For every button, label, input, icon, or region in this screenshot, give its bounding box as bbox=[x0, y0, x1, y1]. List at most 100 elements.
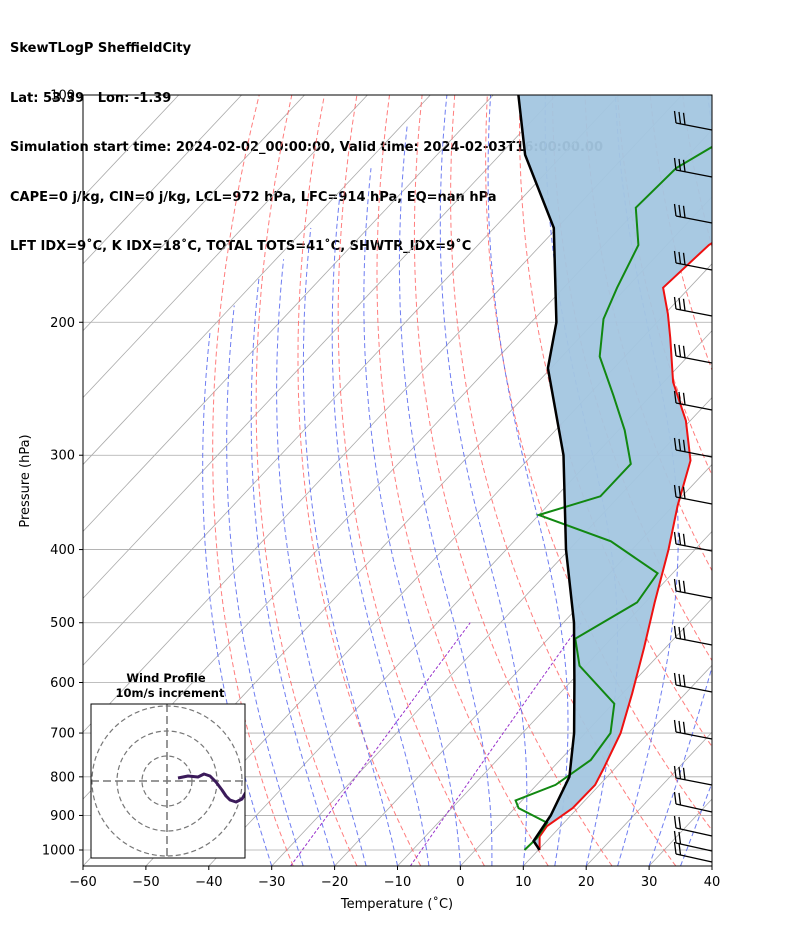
barb-flag bbox=[673, 484, 677, 498]
barb-flag bbox=[678, 485, 682, 498]
barb-flag bbox=[682, 674, 686, 687]
axis-ticks: −60 −50 −40 −30 −20 −10 0 10 20 30 40 100 200 300 400 5… bbox=[42, 89, 720, 891]
isotherm-line bbox=[83, 95, 557, 599]
barb-flag bbox=[678, 720, 682, 733]
barb-flag bbox=[673, 719, 677, 733]
mixing-ratio-line bbox=[290, 622, 471, 866]
barb-flag bbox=[678, 297, 682, 310]
dry-adiabat-line bbox=[376, 95, 549, 866]
barb-staff bbox=[675, 262, 713, 271]
barb-flag bbox=[678, 579, 682, 592]
moist-adiabat-line bbox=[250, 278, 336, 866]
barb-flag bbox=[673, 791, 677, 805]
barb-flag bbox=[678, 816, 682, 829]
isotherm-line bbox=[711, 865, 712, 866]
barb-flag bbox=[678, 111, 682, 124]
isotherm-line bbox=[397, 530, 712, 866]
wind-barb bbox=[673, 765, 713, 786]
inset-subtitle: 10m/s increment bbox=[116, 686, 225, 700]
isotherm-line bbox=[334, 463, 712, 866]
isotherm-line bbox=[83, 95, 620, 666]
wind-barb bbox=[673, 157, 713, 178]
moist-adiabat-line bbox=[276, 259, 367, 866]
y-tick-label: 700 bbox=[50, 727, 75, 742]
x-tick-label: −60 bbox=[69, 875, 96, 890]
barb-staff bbox=[675, 122, 713, 131]
wind-barb bbox=[673, 203, 713, 224]
wind-barb bbox=[673, 484, 713, 505]
barb-staff bbox=[675, 169, 713, 178]
wind-barb bbox=[673, 437, 713, 458]
wind-barb bbox=[673, 719, 713, 740]
wind-barbs bbox=[673, 110, 713, 863]
x-tick-label: −10 bbox=[384, 875, 411, 890]
barb-flag bbox=[673, 437, 677, 451]
index-parameters: LFT IDX=9˚C, K IDX=18˚C, TOTAL TOTS=41˚C… bbox=[10, 239, 472, 254]
isotherm-line bbox=[83, 95, 431, 466]
wind-barb bbox=[673, 296, 713, 317]
dry-adiabat-line bbox=[212, 95, 294, 866]
barb-flag bbox=[673, 203, 677, 217]
barb-flag bbox=[673, 343, 677, 357]
wind-barb bbox=[673, 791, 713, 813]
barb-flag bbox=[682, 392, 686, 405]
barb-flag bbox=[682, 345, 686, 358]
barb-flag bbox=[682, 159, 686, 172]
barb-staff bbox=[675, 842, 713, 852]
barb-staff bbox=[675, 827, 713, 837]
wind-profile-inset: Wind Profile 10m/s increment bbox=[90, 671, 246, 859]
barb-flag bbox=[682, 627, 686, 640]
y-tick-label: 600 bbox=[50, 676, 75, 691]
inset-title: Wind Profile bbox=[126, 671, 206, 685]
station-title: SkewTLogP SheffieldCity bbox=[10, 41, 192, 56]
station-coordinates: Lat: 53.39 Lon: -1.39 bbox=[10, 90, 172, 106]
x-tick-label: −20 bbox=[321, 875, 348, 890]
isotherm-line bbox=[145, 263, 712, 866]
wind-barb bbox=[673, 672, 713, 693]
background-lines bbox=[83, 95, 794, 866]
barb-flag bbox=[682, 721, 686, 734]
barb-staff bbox=[675, 543, 713, 552]
mixing-ratio-line bbox=[409, 622, 582, 866]
profile-lines bbox=[514, 95, 712, 851]
barb-flag bbox=[673, 672, 677, 686]
x-tick-label: −50 bbox=[132, 875, 159, 890]
y-tick-label: 100 bbox=[50, 89, 75, 104]
y-axis-label: Pressure (hPa) bbox=[18, 434, 33, 527]
dry-adiabat-line bbox=[450, 95, 677, 866]
hodograph-trace bbox=[177, 772, 245, 804]
isotherm-line bbox=[83, 95, 242, 265]
barb-flag bbox=[678, 766, 682, 779]
x-tick-label: −30 bbox=[258, 875, 285, 890]
barb-staff bbox=[675, 731, 713, 740]
barb-flag bbox=[673, 296, 677, 310]
barb-flag bbox=[682, 580, 686, 593]
x-tick-label: 30 bbox=[641, 875, 658, 890]
stability-parameters: CAPE=0 j/kg, CIN=0 j/kg, LCL=972 hPa, LF… bbox=[10, 189, 497, 205]
cin-shaded-area bbox=[518, 95, 712, 850]
barb-flag bbox=[673, 250, 677, 264]
x-tick-label: 20 bbox=[578, 875, 595, 890]
wind-barb bbox=[673, 343, 713, 364]
dry-adiabat-line bbox=[337, 95, 485, 866]
dry-adiabat-line bbox=[781, 95, 794, 866]
isotherm-line bbox=[83, 95, 305, 332]
wind-barb bbox=[673, 578, 713, 599]
barb-flag bbox=[682, 112, 686, 125]
parcel-profile-line bbox=[517, 95, 576, 851]
barb-staff bbox=[675, 308, 713, 317]
barb-flag bbox=[678, 842, 682, 855]
barb-staff bbox=[675, 215, 713, 224]
barb-flag bbox=[673, 531, 677, 545]
moist-adiabat-line bbox=[711, 864, 712, 866]
dry-adiabat-line bbox=[413, 95, 613, 866]
x-tick-label: 10 bbox=[515, 875, 532, 890]
x-tick-label: 0 bbox=[456, 875, 464, 890]
wind-barb bbox=[673, 815, 713, 837]
barb-staff bbox=[675, 449, 713, 458]
wind-barb bbox=[673, 625, 713, 646]
moist-adiabat-line bbox=[680, 781, 712, 866]
moist-adiabat-line bbox=[439, 95, 528, 866]
moist-adiabat-line bbox=[648, 95, 712, 866]
